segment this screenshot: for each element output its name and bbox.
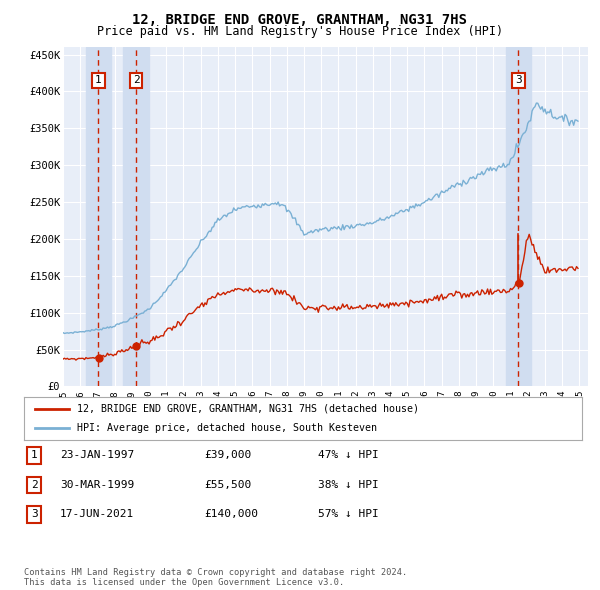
Text: 30-MAR-1999: 30-MAR-1999 [60, 480, 134, 490]
Text: HPI: Average price, detached house, South Kesteven: HPI: Average price, detached house, Sout… [77, 423, 377, 433]
Text: 38% ↓ HPI: 38% ↓ HPI [318, 480, 379, 490]
Bar [506, 47, 532, 386]
Text: 23-JAN-1997: 23-JAN-1997 [60, 451, 134, 460]
Text: 1: 1 [95, 76, 102, 86]
Text: £55,500: £55,500 [204, 480, 251, 490]
Text: 17-JUN-2021: 17-JUN-2021 [60, 510, 134, 519]
Text: 3: 3 [31, 510, 38, 519]
Text: 47% ↓ HPI: 47% ↓ HPI [318, 451, 379, 460]
Text: 12, BRIDGE END GROVE, GRANTHAM, NG31 7HS (detached house): 12, BRIDGE END GROVE, GRANTHAM, NG31 7HS… [77, 404, 419, 414]
Text: 12, BRIDGE END GROVE, GRANTHAM, NG31 7HS: 12, BRIDGE END GROVE, GRANTHAM, NG31 7HS [133, 13, 467, 27]
Text: 2: 2 [31, 480, 38, 490]
Text: 1: 1 [31, 451, 38, 460]
Text: £39,000: £39,000 [204, 451, 251, 460]
Bar [123, 47, 149, 386]
Bar [86, 47, 112, 386]
Text: £140,000: £140,000 [204, 510, 258, 519]
Text: 57% ↓ HPI: 57% ↓ HPI [318, 510, 379, 519]
Text: 2: 2 [133, 76, 140, 86]
Text: Contains HM Land Registry data © Crown copyright and database right 2024.
This d: Contains HM Land Registry data © Crown c… [24, 568, 407, 587]
Text: Price paid vs. HM Land Registry's House Price Index (HPI): Price paid vs. HM Land Registry's House … [97, 25, 503, 38]
Text: 3: 3 [515, 76, 522, 86]
